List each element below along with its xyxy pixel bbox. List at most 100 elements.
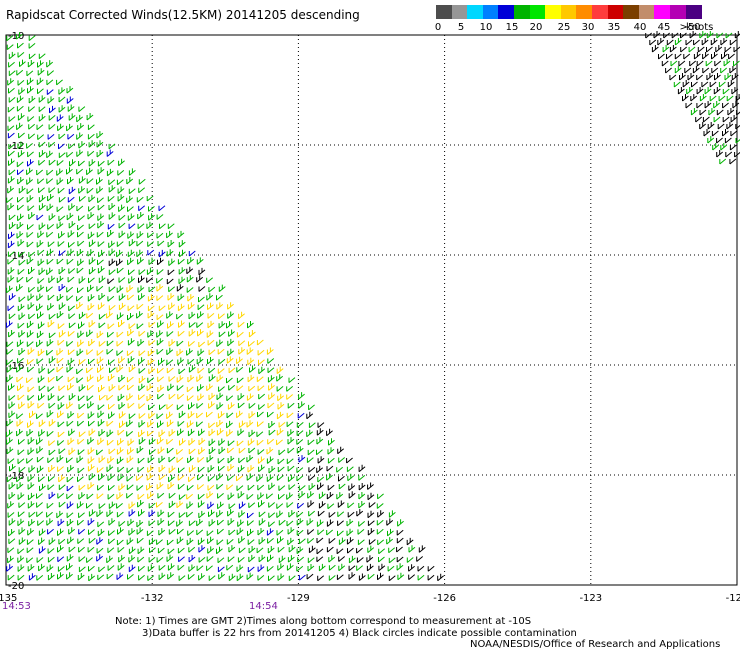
wind-barb — [97, 241, 105, 247]
wind-barb — [187, 428, 195, 437]
wind-barb — [166, 278, 174, 285]
legend-swatch — [638, 5, 655, 19]
wind-barb — [336, 466, 344, 473]
wind-barb — [257, 456, 265, 464]
wind-barb — [57, 440, 65, 446]
wind-barb — [718, 81, 726, 88]
wind-barb — [48, 402, 56, 409]
wind-barb — [696, 87, 704, 95]
wind-barb — [16, 161, 24, 168]
wind-barb — [26, 458, 34, 464]
wind-barb — [46, 518, 54, 526]
wind-barb — [327, 457, 335, 464]
wind-barb — [227, 464, 235, 472]
wind-barb — [127, 518, 135, 527]
wind-barb — [286, 421, 294, 428]
wind-barb — [367, 528, 375, 536]
wind-barb — [197, 457, 205, 463]
wind-barb — [46, 349, 54, 356]
wind-barb — [730, 130, 738, 137]
legend-tick-label: >50 — [679, 22, 701, 33]
wind-barb — [177, 330, 185, 337]
wind-barb — [196, 357, 204, 365]
wind-barb — [67, 465, 75, 473]
wind-barb — [267, 546, 275, 554]
wind-barb — [46, 203, 54, 212]
wind-barb — [78, 546, 85, 553]
wind-barb — [57, 572, 64, 580]
wind-barb — [337, 530, 344, 537]
wind-barb — [178, 267, 186, 275]
wind-barb — [166, 447, 174, 454]
wind-barb — [98, 385, 105, 393]
wind-barb — [227, 311, 235, 319]
wind-barb — [8, 518, 16, 526]
wind-barb — [207, 546, 215, 554]
wind-barb — [196, 257, 204, 265]
wind-barb — [8, 97, 16, 103]
wind-barb — [36, 575, 44, 581]
wind-barb — [238, 420, 246, 428]
wind-barb — [177, 475, 185, 481]
legend-swatch — [482, 5, 499, 19]
wind-barb — [56, 455, 64, 463]
wind-barb — [297, 556, 305, 563]
wind-barb — [177, 357, 185, 365]
wind-barb — [66, 212, 74, 221]
wind-barb — [26, 177, 34, 185]
wind-barb — [206, 411, 213, 418]
wind-barb — [86, 113, 94, 121]
wind-barb — [126, 195, 134, 204]
wind-barb — [136, 475, 143, 481]
wind-barb — [108, 411, 115, 419]
wind-barb — [126, 537, 134, 545]
wind-barb — [704, 87, 712, 95]
legend-swatch — [498, 5, 515, 19]
wind-barb — [26, 188, 34, 195]
wind-barb — [17, 177, 25, 185]
wind-barb — [97, 204, 105, 211]
wind-barb — [721, 52, 728, 60]
wind-barb — [66, 457, 73, 464]
wind-barb — [699, 109, 707, 116]
wind-barb — [268, 521, 276, 528]
wind-barb — [77, 467, 85, 474]
wind-barb — [156, 284, 164, 292]
wind-barb — [703, 129, 711, 137]
wind-barb — [28, 43, 36, 49]
wind-barb — [157, 446, 165, 455]
wind-barb — [76, 249, 84, 257]
wind-barb — [108, 286, 116, 293]
wind-barb — [68, 313, 76, 320]
wind-barb — [46, 339, 54, 347]
wind-barb — [137, 257, 144, 265]
wind-barb — [286, 394, 294, 400]
wind-barb — [148, 509, 156, 518]
wind-barb — [119, 420, 126, 429]
wind-barb — [176, 500, 184, 509]
wind-barb — [87, 303, 95, 311]
wind-barb — [206, 556, 214, 562]
wind-barb — [287, 429, 295, 437]
wind-barb — [66, 420, 74, 427]
wind-barb — [76, 168, 84, 175]
wind-barb — [338, 556, 346, 562]
wind-barb — [198, 510, 206, 519]
wind-barb — [227, 338, 235, 347]
wind-barb — [179, 438, 186, 446]
wind-barb — [679, 73, 686, 81]
wind-barb — [168, 429, 176, 437]
wind-barb — [347, 473, 355, 482]
wind-barb — [86, 329, 94, 338]
wind-barb — [148, 520, 156, 527]
wind-barb — [377, 572, 384, 581]
wind-barb — [58, 448, 66, 455]
wind-barb — [680, 32, 687, 39]
wind-barb — [58, 267, 66, 275]
wind-barb — [226, 564, 234, 571]
wind-barb — [48, 275, 56, 284]
wind-barb — [248, 385, 256, 392]
wind-barb — [57, 187, 65, 194]
wind-barb — [728, 53, 735, 60]
wind-barb — [68, 203, 76, 211]
